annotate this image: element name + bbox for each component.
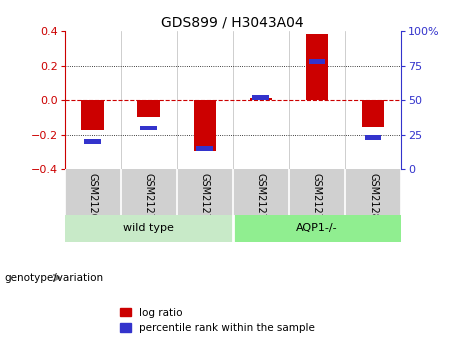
- Bar: [365, 135, 381, 140]
- Text: GSM21270: GSM21270: [256, 173, 266, 226]
- Legend: log ratio, percentile rank within the sample: log ratio, percentile rank within the sa…: [120, 308, 315, 333]
- Bar: [253, 95, 269, 100]
- Bar: [308, 59, 325, 63]
- Bar: [196, 146, 213, 151]
- Text: GSM21273: GSM21273: [312, 173, 322, 226]
- Bar: [82, 100, 104, 130]
- Bar: [362, 100, 384, 127]
- Bar: [65, 215, 233, 242]
- Text: GSM21276: GSM21276: [144, 173, 154, 226]
- Bar: [140, 126, 157, 130]
- Text: wild type: wild type: [123, 224, 174, 234]
- Title: GDS899 / H3043A04: GDS899 / H3043A04: [161, 16, 304, 30]
- Bar: [137, 100, 160, 117]
- Bar: [250, 98, 272, 100]
- Text: AQP1-/-: AQP1-/-: [296, 224, 338, 234]
- Bar: [84, 139, 101, 144]
- Text: GSM21279: GSM21279: [200, 173, 210, 226]
- Text: GSM21266: GSM21266: [88, 173, 98, 226]
- Bar: [194, 100, 216, 151]
- Text: GSM21282: GSM21282: [368, 173, 378, 226]
- Bar: [233, 215, 401, 242]
- Bar: [306, 34, 328, 100]
- Text: genotype/variation: genotype/variation: [5, 273, 104, 283]
